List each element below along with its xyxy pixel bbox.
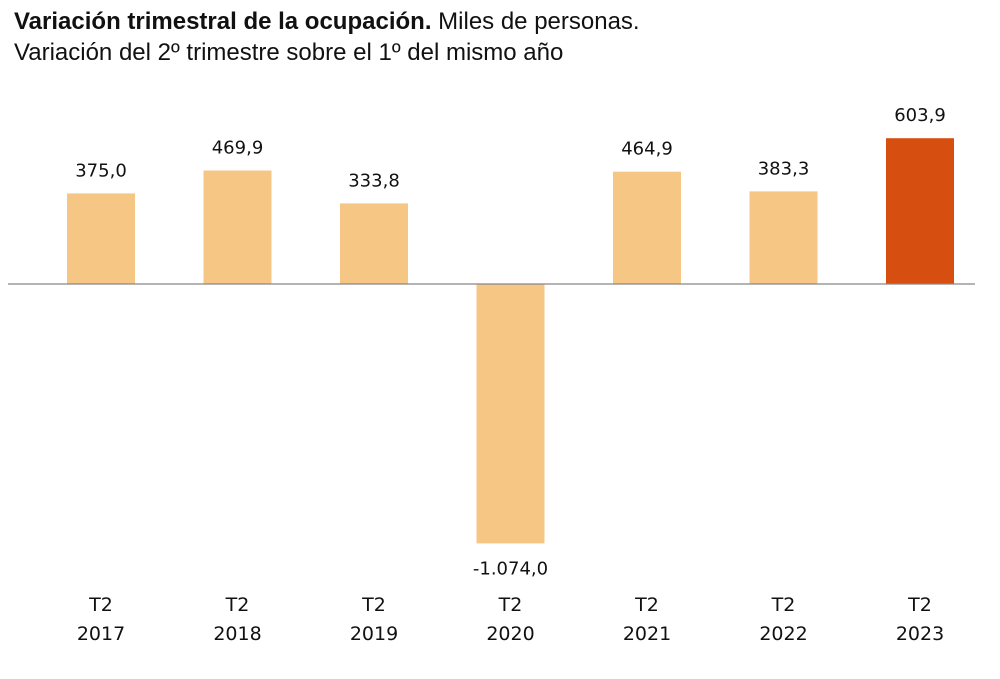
x-tick-label-3-line-1: 2020: [486, 623, 534, 645]
chart-title: Variación trimestral de la ocupación. Mi…: [14, 6, 640, 37]
x-tick-label-4-line-0: T2: [634, 594, 659, 616]
value-labels-group: 375,0 469,9 333,8 -1.074,0 464,9 383,3 603,9: [75, 105, 946, 579]
x-tick-label-2-line-0: T2: [361, 594, 386, 616]
x-tick-label-2-line-1: 2019: [350, 623, 398, 645]
x-tick-label-6-line-1: 2023: [896, 623, 944, 645]
value-label-3: -1.074,0: [473, 558, 548, 579]
chart-title-units: Miles de personas.: [438, 8, 640, 35]
x-tick-label-0-line-0: T2: [88, 594, 113, 616]
chart-subtitle: Variación del 2º trimestre sobre el 1º d…: [14, 39, 564, 66]
value-label-6: 603,9: [894, 105, 946, 126]
value-label-1: 469,9: [212, 138, 264, 159]
x-tick-labels-group: T2 2017 T2 2018 T2 2019 T2 2020 T2 2021 T2 2022 T2 20…: [77, 594, 944, 645]
value-label-0: 375,0: [75, 160, 127, 181]
bar-4: [613, 171, 681, 284]
bar-0: [67, 193, 135, 284]
x-tick-label-4-line-1: 2021: [623, 623, 671, 645]
bar-5: [749, 191, 818, 284]
bar-3: [476, 284, 545, 544]
bar-1: [203, 170, 272, 284]
bars-group: [67, 138, 954, 544]
x-tick-label-6-line-0: T2: [907, 594, 932, 616]
chart-title-block: Variación trimestral de la ocupación. Mi…: [14, 6, 640, 68]
value-label-4: 464,9: [621, 139, 673, 160]
value-label-2: 333,8: [348, 170, 400, 191]
x-tick-label-3-line-0: T2: [498, 594, 523, 616]
x-tick-label-5-line-1: 2022: [759, 623, 807, 645]
bar-6: [886, 138, 954, 284]
value-label-5: 383,3: [758, 158, 810, 179]
chart-title-bold: Variación trimestral de la ocupación.: [14, 8, 432, 35]
x-tick-label-0-line-1: 2017: [77, 623, 125, 645]
x-tick-label-1-line-1: 2018: [213, 623, 261, 645]
x-tick-label-5-line-0: T2: [771, 594, 796, 616]
x-tick-label-1-line-0: T2: [225, 594, 250, 616]
bar-2: [340, 203, 408, 284]
